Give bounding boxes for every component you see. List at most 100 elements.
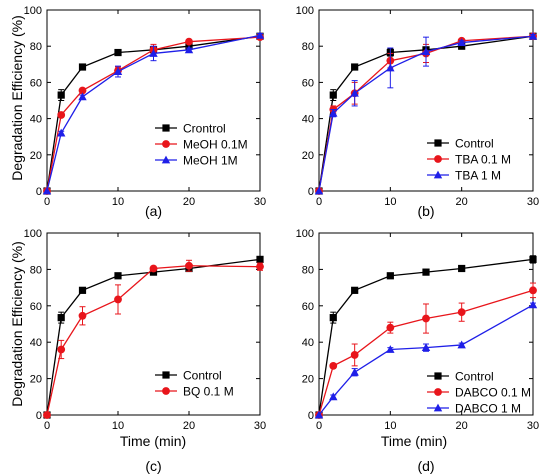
data-point bbox=[149, 49, 158, 57]
plot-frame bbox=[318, 232, 534, 416]
y-tick-label: 20 bbox=[30, 374, 42, 386]
legend-label: MeOH 1M bbox=[183, 154, 238, 168]
data-point bbox=[421, 47, 431, 56]
legend-label: DABCO 0.1 M bbox=[455, 386, 531, 400]
x-tick-label: 30 bbox=[527, 420, 539, 432]
data-point bbox=[422, 314, 430, 323]
data-point bbox=[314, 186, 324, 195]
x-tick-label: 0 bbox=[44, 196, 50, 208]
y-tick-label: 60 bbox=[30, 301, 42, 313]
data-point bbox=[78, 86, 87, 95]
x-tick-label: 10 bbox=[112, 420, 124, 432]
legend-marker bbox=[434, 388, 442, 396]
data-point bbox=[350, 351, 359, 359]
data-point bbox=[256, 262, 264, 271]
legend-marker bbox=[433, 170, 443, 179]
x-axis-label-right: Time (min) bbox=[381, 433, 447, 449]
data-point bbox=[351, 286, 359, 294]
panel-label: (a) bbox=[145, 203, 162, 219]
y-tick-label: 0 bbox=[308, 186, 314, 198]
data-point bbox=[351, 63, 359, 71]
x-tick-label: 10 bbox=[384, 420, 396, 432]
legend: Control BQ 0.1 M bbox=[155, 369, 234, 399]
data-point bbox=[329, 314, 337, 322]
data-point bbox=[57, 91, 65, 99]
legend-marker bbox=[162, 371, 170, 379]
data-point bbox=[329, 91, 337, 99]
legend-label: TBA 1 M bbox=[455, 169, 501, 183]
legend-marker bbox=[162, 124, 170, 132]
y-tick-label: 40 bbox=[30, 114, 42, 126]
series-3 bbox=[42, 30, 265, 195]
legend-marker bbox=[161, 155, 171, 164]
y-tick-label: 100 bbox=[296, 228, 314, 240]
legend-label: Control bbox=[183, 369, 222, 383]
data-point bbox=[114, 272, 122, 280]
data-point bbox=[528, 300, 538, 309]
data-point bbox=[57, 111, 66, 119]
y-tick-label: 40 bbox=[30, 337, 42, 349]
x-tick-label: 30 bbox=[254, 420, 266, 432]
y-tick-label: 0 bbox=[36, 186, 42, 198]
y-axis-label-bottom: Degradation Efficiency (%) bbox=[9, 241, 25, 406]
data-point bbox=[386, 63, 395, 72]
y-tick-label: 20 bbox=[302, 374, 314, 386]
data-point bbox=[458, 264, 466, 273]
data-point bbox=[185, 37, 193, 46]
data-point bbox=[458, 42, 466, 50]
data-point bbox=[529, 286, 537, 295]
legend: Control DABCO 0.1 M DABCO 1 M bbox=[427, 370, 531, 416]
y-tick-label: 80 bbox=[30, 41, 42, 53]
y-tick-label: 60 bbox=[302, 77, 314, 89]
data-point bbox=[57, 314, 65, 322]
data-point bbox=[185, 261, 193, 270]
legend: Crontrol MeOH 0.1M MeOH 1M bbox=[155, 122, 248, 168]
data-point bbox=[255, 30, 265, 39]
legend-marker bbox=[162, 387, 170, 395]
y-tick-label: 0 bbox=[36, 410, 42, 422]
series-3 bbox=[314, 300, 538, 419]
legend-label: MeOH 0.1M bbox=[183, 138, 248, 152]
y-tick-label: 80 bbox=[302, 264, 314, 276]
data-point bbox=[149, 264, 158, 273]
data-point bbox=[78, 286, 87, 294]
legend-marker bbox=[433, 403, 443, 412]
legend-label: Control bbox=[455, 137, 494, 151]
chart-panel-2: 0 10 20 30 0 20 40 60 80 100 Control TBA 0.1 M TBA 1… bbox=[296, 5, 539, 219]
data-point bbox=[57, 345, 66, 354]
data-point bbox=[57, 128, 66, 137]
series-3 bbox=[314, 31, 538, 195]
y-tick-label: 20 bbox=[30, 150, 42, 162]
x-tick-label: 10 bbox=[112, 196, 124, 208]
legend-marker bbox=[162, 140, 170, 148]
x-tick-label: 20 bbox=[456, 420, 468, 432]
legend-label: Control bbox=[455, 370, 494, 384]
data-point bbox=[350, 88, 359, 97]
y-tick-label: 40 bbox=[302, 114, 314, 126]
data-point bbox=[114, 48, 122, 57]
x-tick-label: 0 bbox=[44, 420, 50, 432]
data-point bbox=[329, 392, 338, 401]
data-point bbox=[350, 367, 359, 376]
data-point bbox=[329, 108, 338, 117]
data-point bbox=[43, 411, 51, 419]
panel-label: (b) bbox=[417, 203, 434, 219]
plot-frame bbox=[46, 232, 261, 416]
series-2 bbox=[43, 259, 264, 419]
legend-label: Crontrol bbox=[183, 122, 226, 136]
legend-label: BQ 0.1 M bbox=[183, 385, 234, 399]
x-tick-label: 20 bbox=[183, 196, 195, 208]
data-point bbox=[386, 323, 395, 332]
data-point bbox=[113, 67, 123, 75]
legend-marker bbox=[434, 139, 442, 147]
data-point bbox=[528, 31, 538, 40]
x-axis-label-left: Time (min) bbox=[120, 433, 186, 449]
legend-label: TBA 0.1 M bbox=[455, 153, 511, 167]
chart-panel-1: 0 10 20 30 0 20 40 60 80 100 Crontrol MeOH 0.1M MeOH… bbox=[24, 5, 266, 219]
y-tick-label: 60 bbox=[30, 77, 42, 89]
data-point bbox=[386, 345, 395, 353]
data-point bbox=[42, 186, 52, 195]
data-point bbox=[314, 410, 324, 419]
